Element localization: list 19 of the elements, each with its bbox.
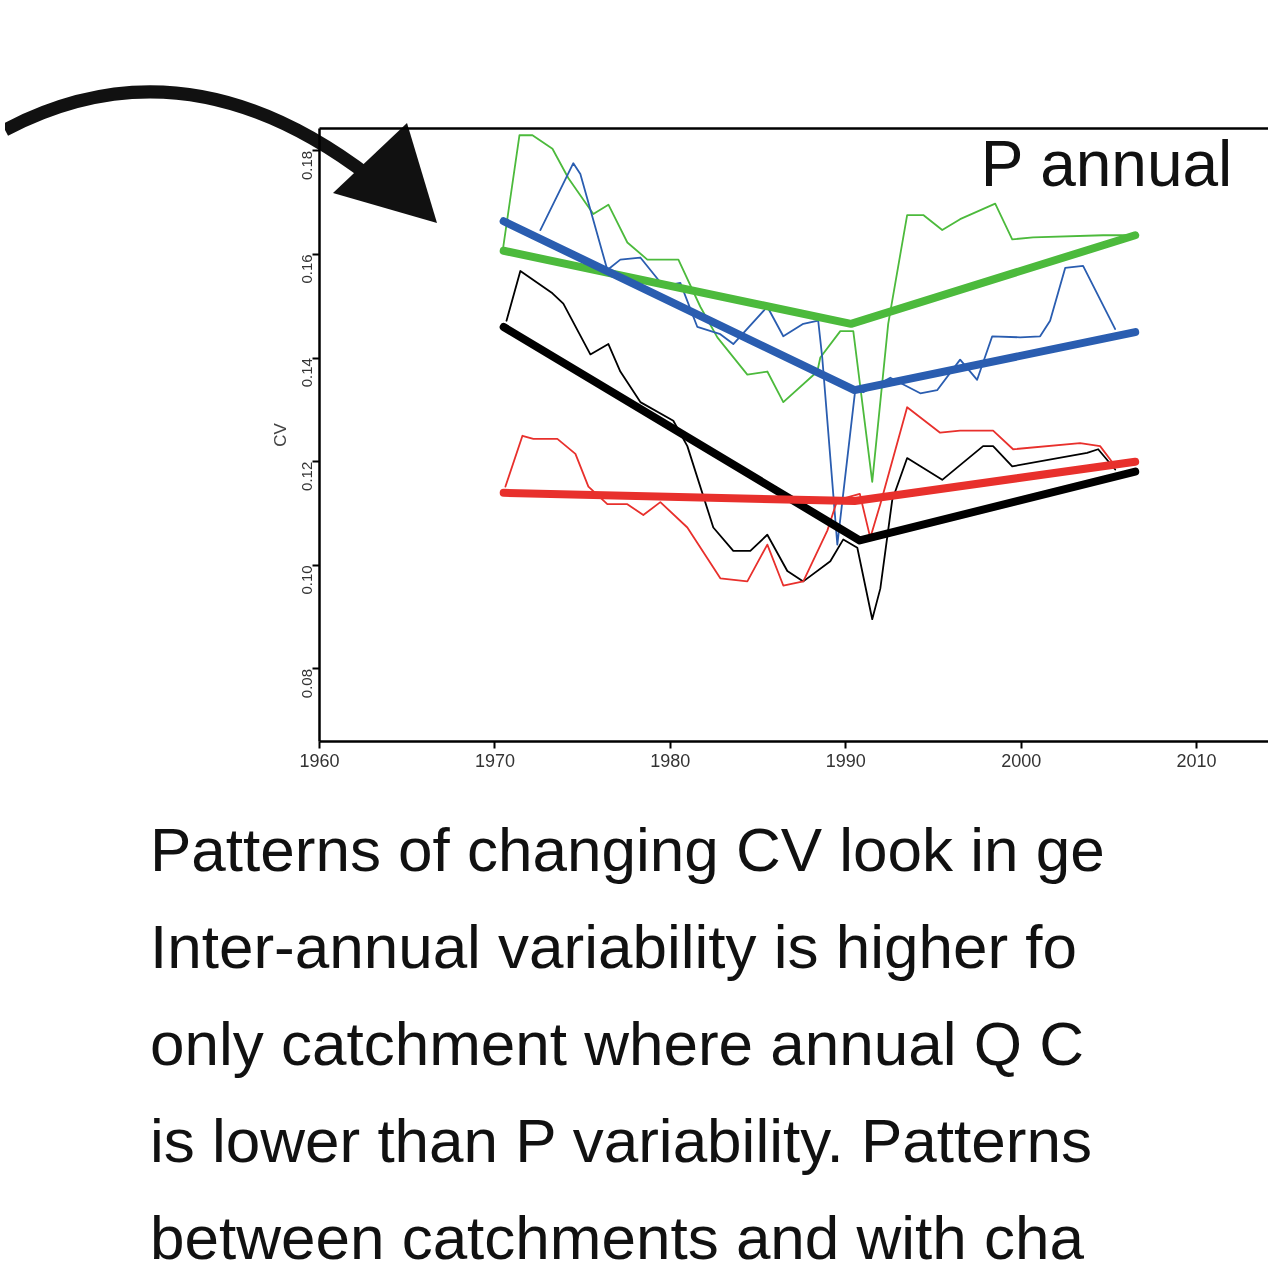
y-tick-label: 0.16: [298, 254, 316, 284]
text: between catchments and with cha: [150, 1203, 1084, 1272]
x-tick-label: 1970: [474, 750, 515, 771]
y-tick-label: 0.18: [298, 150, 316, 180]
y-tick-label: 0.10: [298, 565, 316, 595]
x-tick-label: 1990: [825, 750, 866, 771]
y-axis-title: CV: [270, 422, 290, 447]
text: Patterns of changing CV look in ge: [150, 815, 1105, 884]
y-tick-label: 0.14: [298, 358, 316, 388]
text: Inter-annual variability is higher fo: [150, 912, 1078, 981]
x-tick-label: 1960: [299, 750, 340, 771]
x-tick-label: 1980: [650, 750, 691, 771]
x-tick-label: 2000: [1001, 750, 1042, 771]
text: is lower than P variability. Patterns: [150, 1106, 1092, 1175]
text: only catchment where annual Q C: [150, 1009, 1084, 1078]
x-tick-label: 2010: [1176, 750, 1217, 771]
y-tick-label: 0.08: [298, 668, 316, 699]
y-tick-label: 0.12: [298, 461, 316, 491]
chart-title: P annual: [980, 128, 1233, 201]
